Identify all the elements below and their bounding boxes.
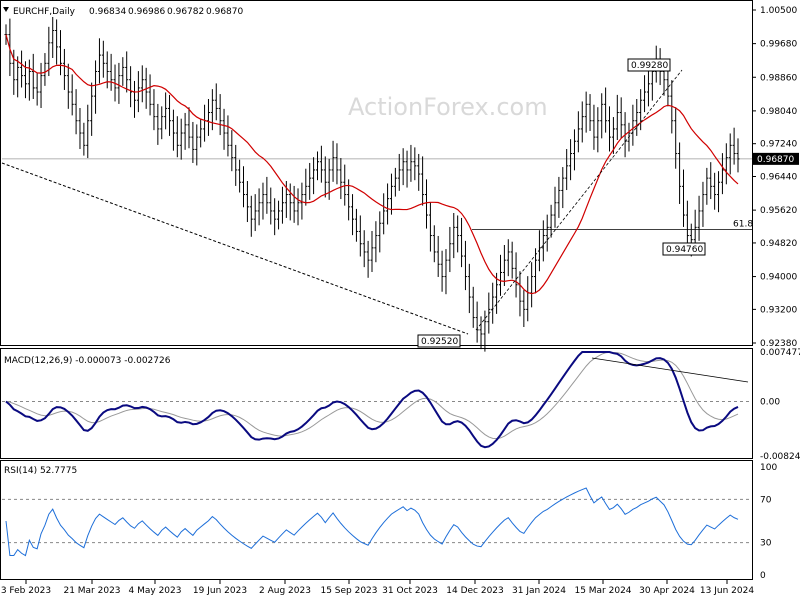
y-tick-label: 0.94820 (760, 239, 797, 249)
x-axis: 3 Feb 2023 21 Mar 2023 4 May 2023 19 Jun 20… (1, 580, 754, 596)
price-panel-frame (0, 0, 753, 346)
trend-lines (1, 69, 683, 335)
rsi-tick-label: 70 (760, 495, 772, 505)
x-tick-label: 31 Oct 2023 (382, 586, 438, 596)
y-tick-label: 1.00500 (760, 6, 797, 16)
ohlc-low: 0.96782 (167, 7, 204, 17)
dropdown-triangle-icon (3, 7, 9, 12)
dotted-trend-line (1, 162, 469, 335)
label-high: 0.99280 (631, 61, 668, 71)
label-low-box (417, 334, 461, 348)
x-tick-label: 2 Aug 2023 (259, 586, 311, 596)
y-tick-label: 0.98860 (760, 73, 797, 83)
macd-tick-label: 0.00 (760, 397, 780, 407)
y-tick-label: 0.98040 (760, 107, 797, 117)
moving-average (5, 34, 739, 295)
rsi-panel-frame (0, 460, 753, 580)
x-tick-label: 21 Mar 2023 (63, 586, 120, 596)
label-swing-low-box (662, 242, 706, 256)
ohlc-open: 0.96834 (89, 7, 126, 17)
x-tick-label: 31 Jan 2024 (512, 586, 566, 596)
label-high-box (627, 58, 671, 72)
annotations: 0.99280 0.92520 0.94760 61.8 (417, 58, 753, 348)
y-tick-label: 0.96440 (760, 173, 797, 183)
y-tick-label: 0.95620 (760, 206, 797, 216)
price-header: EURCHF,Daily 0.96834 0.96986 0.96782 0.9… (3, 7, 243, 17)
ohlc-close: 0.96870 (206, 7, 243, 17)
macd-panel-frame (0, 348, 753, 459)
x-tick-label: 15 Sep 2023 (320, 586, 377, 596)
label-swing-low: 0.94760 (666, 245, 703, 255)
price-y-axis: 1.00500 0.99680 0.98860 0.98040 0.97240 0.964… (752, 6, 799, 349)
candles (4, 16, 740, 352)
x-tick-label: 13 Jun 2024 (700, 586, 754, 596)
x-tick-label: 3 Feb 2023 (1, 586, 51, 596)
y-tick-label: 0.97240 (760, 140, 797, 150)
rsi-series: 100 70 30 0 (2, 463, 777, 581)
dashed-trend-line (475, 69, 683, 331)
macd-tick-label: -0.00824 (760, 452, 800, 462)
macd-header: MACD(12,26,9) -0.000073 -0.002726 (4, 356, 171, 366)
fib-label: 61.8 (733, 219, 753, 229)
rsi-tick-label: 0 (760, 571, 766, 581)
current-price-label: 0.96870 (757, 155, 794, 165)
current-price-box (753, 152, 799, 165)
macd-series: 0.007477 0.00 -0.00824 (2, 348, 800, 462)
ohlc-high: 0.96986 (128, 7, 165, 17)
x-tick-label: 15 Mar 2024 (574, 586, 631, 596)
y-tick-label: 0.94000 (760, 273, 797, 283)
macd-line (5, 351, 739, 449)
grid-lines (2, 158, 752, 230)
rsi-header: RSI(14) 52.7775 (4, 466, 77, 476)
watermark: ActionForex.com (348, 93, 548, 121)
x-tick-label: 14 Dec 2023 (446, 586, 504, 596)
rsi-tick-label: 30 (760, 539, 772, 549)
rsi-line (5, 487, 739, 557)
x-tick-label: 19 Jun 2023 (193, 586, 247, 596)
ma-line (5, 34, 739, 295)
rsi-tick-label: 100 (760, 463, 777, 473)
label-low: 0.92520 (421, 337, 458, 347)
y-tick-label: 0.99680 (760, 40, 797, 50)
macd-trend-line (591, 357, 749, 383)
y-tick-label: 0.92380 (760, 339, 797, 349)
macd-tick-label: 0.007477 (760, 348, 800, 358)
x-tick-label: 30 Apr 2024 (639, 586, 695, 596)
y-tick-label: 0.93200 (760, 305, 797, 315)
symbol-header: EURCHF,Daily (13, 7, 76, 17)
x-tick-label: 4 May 2023 (129, 586, 182, 596)
